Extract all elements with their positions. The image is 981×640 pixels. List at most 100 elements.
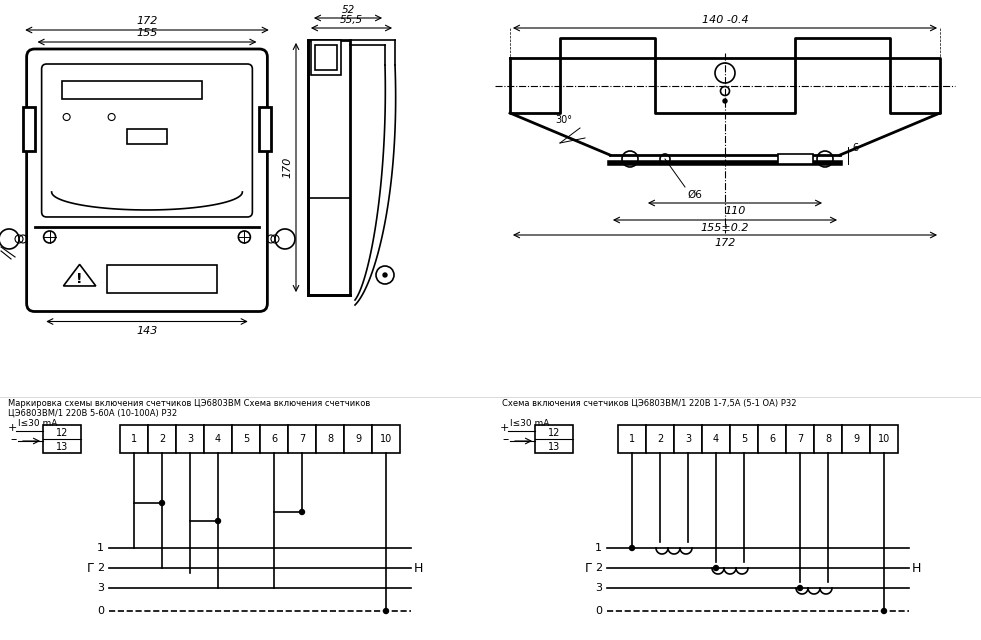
Bar	[23, 107, 34, 150]
Bar	[786, 425, 814, 453]
Circle shape	[798, 586, 802, 591]
Text: 155±0.2: 155±0.2	[700, 223, 749, 233]
Text: 0: 0	[97, 606, 104, 616]
Text: 1: 1	[130, 434, 137, 444]
Bar	[176, 425, 204, 453]
Text: 10: 10	[380, 434, 392, 444]
Text: 155: 155	[136, 28, 158, 38]
Text: +: +	[500, 423, 509, 433]
Text: 10: 10	[878, 434, 890, 444]
Circle shape	[723, 99, 727, 103]
Text: 170: 170	[282, 157, 292, 178]
Text: 0: 0	[595, 606, 602, 616]
Bar	[730, 425, 758, 453]
Circle shape	[630, 545, 635, 550]
Text: !: !	[77, 272, 82, 286]
Text: 8: 8	[825, 434, 831, 444]
FancyBboxPatch shape	[41, 64, 252, 217]
Circle shape	[299, 509, 304, 515]
Text: 2: 2	[594, 563, 602, 573]
Text: 143: 143	[136, 326, 158, 335]
Text: 6: 6	[271, 434, 277, 444]
Text: 7: 7	[797, 434, 803, 444]
Text: 2: 2	[97, 563, 104, 573]
Bar	[842, 425, 870, 453]
Text: 30°: 30°	[555, 115, 572, 125]
Text: 13: 13	[547, 442, 560, 452]
Text: 6: 6	[852, 143, 858, 153]
Circle shape	[384, 609, 388, 614]
Text: 172: 172	[136, 16, 158, 26]
Circle shape	[383, 273, 387, 277]
FancyBboxPatch shape	[26, 49, 268, 312]
Text: 5: 5	[243, 434, 249, 444]
Bar	[758, 425, 786, 453]
Text: 3: 3	[97, 583, 104, 593]
Bar	[778, 154, 812, 164]
Bar	[288, 425, 316, 453]
Polygon shape	[510, 38, 940, 113]
Text: 3: 3	[187, 434, 193, 444]
Text: 12: 12	[547, 428, 560, 438]
Bar	[372, 425, 400, 453]
Bar	[259, 107, 271, 150]
Bar	[702, 425, 730, 453]
Bar	[43, 425, 81, 453]
Text: 140 -0.4: 140 -0.4	[701, 15, 749, 25]
Text: 4: 4	[713, 434, 719, 444]
Text: 2: 2	[657, 434, 663, 444]
Text: I≤30 mA: I≤30 mA	[18, 419, 57, 428]
Text: Схема включения счетчиков ЦЭ6803ВМ/1 220В 1-7,5А (5-1 ОА) Р32: Схема включения счетчиков ЦЭ6803ВМ/1 220…	[502, 399, 797, 408]
Text: Ø6: Ø6	[687, 190, 701, 200]
Text: 2: 2	[159, 434, 165, 444]
Text: Г: Г	[585, 561, 592, 575]
Bar	[120, 425, 148, 453]
Circle shape	[882, 609, 887, 614]
Text: 1: 1	[595, 543, 602, 553]
Bar	[316, 425, 344, 453]
Bar	[260, 425, 288, 453]
Text: Г: Г	[86, 561, 94, 575]
Text: Н: Н	[912, 561, 921, 575]
Text: –: –	[10, 433, 17, 446]
Bar	[107, 265, 217, 293]
Text: ЦЭ6803ВМ/1 220В 5-60А (10-100А) Р32: ЦЭ6803ВМ/1 220В 5-60А (10-100А) Р32	[8, 409, 178, 418]
Bar	[315, 45, 337, 70]
Text: 9: 9	[852, 434, 859, 444]
Text: Маркировка схемы включения счетчиков ЦЭ6803ВМ Схема включения счетчиков: Маркировка схемы включения счетчиков ЦЭ6…	[8, 399, 370, 408]
Circle shape	[713, 566, 718, 570]
Text: 52: 52	[341, 5, 354, 15]
Circle shape	[216, 518, 221, 524]
Bar	[535, 425, 573, 453]
Text: 9: 9	[355, 434, 361, 444]
Bar	[344, 425, 372, 453]
Bar	[311, 40, 341, 75]
Bar	[814, 425, 842, 453]
Bar	[62, 81, 202, 99]
Bar	[127, 129, 167, 144]
Bar	[674, 425, 702, 453]
Bar	[204, 425, 232, 453]
Text: 12: 12	[56, 428, 69, 438]
Text: 110: 110	[724, 206, 746, 216]
Text: 8: 8	[327, 434, 334, 444]
Text: 172: 172	[714, 238, 736, 248]
Text: 3: 3	[685, 434, 691, 444]
Text: 6: 6	[769, 434, 775, 444]
Text: 13: 13	[56, 442, 68, 452]
Bar	[870, 425, 898, 453]
Text: –: –	[502, 433, 508, 446]
Text: +: +	[8, 423, 18, 433]
Text: 1: 1	[629, 434, 635, 444]
Bar	[148, 425, 176, 453]
Text: 55,5: 55,5	[340, 15, 363, 25]
Bar	[308, 40, 350, 295]
Bar	[232, 425, 260, 453]
Text: 7: 7	[299, 434, 305, 444]
Text: Н: Н	[414, 561, 424, 575]
Text: 5: 5	[741, 434, 748, 444]
Circle shape	[160, 500, 165, 506]
Text: 4: 4	[215, 434, 221, 444]
Text: 3: 3	[595, 583, 602, 593]
Text: I≤30 mA: I≤30 mA	[510, 419, 549, 428]
